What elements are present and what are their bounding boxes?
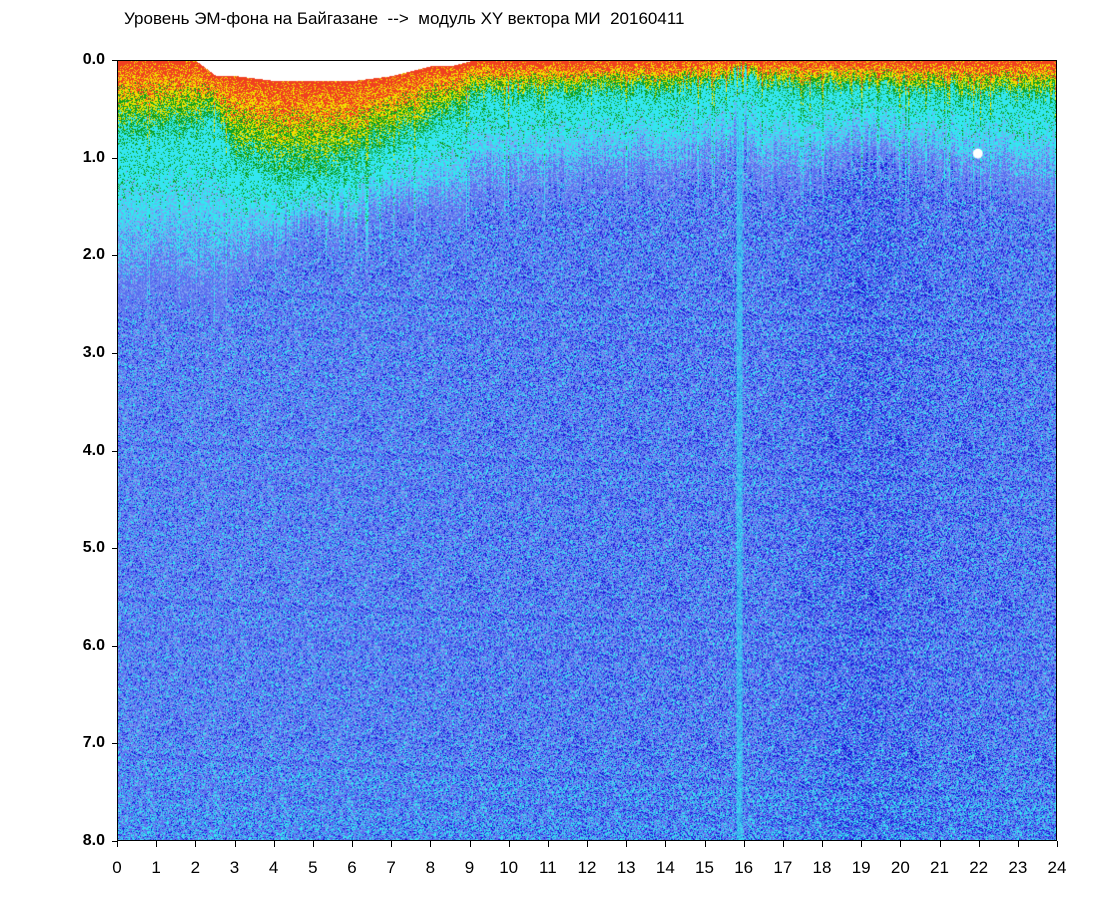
x-tick-mark [705, 841, 706, 847]
x-tick-mark [195, 841, 196, 847]
y-tick-mark [112, 158, 117, 159]
x-tick-mark [822, 841, 823, 847]
y-tick-label: 3.0 [82, 343, 105, 361]
y-tick-label: 1.0 [82, 148, 105, 166]
x-tick-label: 22 [969, 858, 989, 877]
x-tick-label: 16 [734, 858, 754, 877]
x-tick-label: 15 [695, 858, 714, 877]
y-tick-label: 2.0 [82, 246, 105, 264]
x-tick-label: 0 [112, 858, 122, 877]
x-tick-mark [1018, 841, 1019, 847]
x-tick-label: 24 [1047, 858, 1067, 877]
x-tick-mark [274, 841, 275, 847]
heatmap-plot-area [117, 60, 1057, 841]
x-tick-label: 2 [190, 858, 201, 877]
x-tick-mark [430, 841, 431, 847]
x-tick-mark [1057, 841, 1058, 847]
y-tick-label: 8.0 [82, 832, 105, 849]
x-tick-mark [940, 841, 941, 847]
x-tick-mark [587, 841, 588, 847]
x-tick-label: 18 [812, 858, 832, 877]
x-tick-mark [979, 841, 980, 847]
x-tick-mark [235, 841, 236, 847]
y-tick-mark [112, 548, 117, 549]
x-tick-label: 17 [773, 858, 793, 877]
x-tick-label: 10 [499, 858, 519, 877]
chart-title: Уровень ЭМ-фона на Байгазане --> модуль … [124, 9, 685, 28]
x-tick-mark [391, 841, 392, 847]
y-tick-mark [112, 451, 117, 452]
y-tick-mark [112, 353, 117, 354]
y-tick-mark [112, 255, 117, 256]
x-tick-label: 1 [151, 858, 161, 877]
x-tick-mark [352, 841, 353, 847]
y-tick-mark [112, 60, 117, 61]
x-tick-label: 11 [539, 858, 557, 877]
x-tick-mark [156, 841, 157, 847]
x-tick-label: 6 [347, 858, 357, 877]
x-tick-mark [665, 841, 666, 847]
heatmap-canvas [118, 61, 1056, 840]
x-tick-mark [117, 841, 118, 847]
x-tick-label: 9 [464, 858, 475, 877]
y-tick-label: 0.0 [82, 51, 105, 68]
x-tick-mark [744, 841, 745, 847]
y-tick-label: 6.0 [82, 636, 105, 654]
x-tick-mark [626, 841, 627, 847]
x-tick-label: 14 [655, 858, 675, 877]
x-tick-mark [509, 841, 510, 847]
x-tick-label: 4 [268, 858, 279, 877]
x-tick-label: 3 [229, 858, 240, 877]
x-tick-mark [783, 841, 784, 847]
y-tick-label: 5.0 [82, 539, 105, 557]
x-tick-label: 8 [425, 858, 436, 877]
x-tick-mark [313, 841, 314, 847]
x-tick-label: 19 [851, 858, 871, 877]
x-tick-label: 12 [577, 858, 597, 877]
y-tick-label: 7.0 [82, 734, 105, 752]
y-tick-mark [112, 841, 117, 842]
x-tick-label: 21 [930, 858, 949, 877]
x-tick-mark [900, 841, 901, 847]
x-tick-label: 5 [308, 858, 318, 877]
x-tick-label: 23 [1008, 858, 1028, 877]
x-tick-label: 7 [386, 858, 396, 877]
x-tick-mark [548, 841, 549, 847]
y-tick-mark [112, 743, 117, 744]
x-tick-label: 20 [890, 858, 910, 877]
x-tick-label: 13 [616, 858, 636, 877]
x-tick-mark [470, 841, 471, 847]
y-tick-mark [112, 646, 117, 647]
y-tick-label: 4.0 [82, 441, 105, 459]
x-tick-mark [861, 841, 862, 847]
